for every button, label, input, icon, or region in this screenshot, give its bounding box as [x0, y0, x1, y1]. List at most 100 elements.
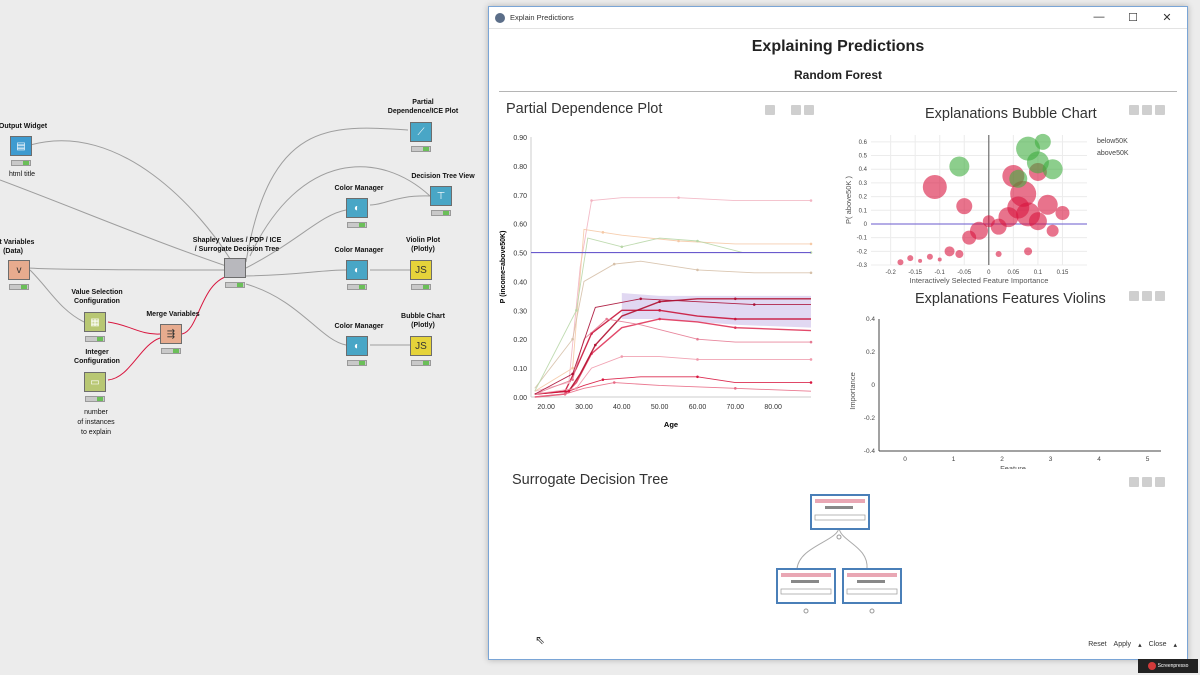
y-tick-label: 0.2: [859, 195, 868, 201]
ice-curve: [534, 376, 811, 395]
window-titlebar[interactable]: Explain Predictions — ☐ ✕: [489, 7, 1187, 29]
x-tick-label: 40.00: [613, 404, 631, 411]
javascript-icon: JS: [410, 336, 432, 356]
menu-icon[interactable]: [1155, 291, 1165, 301]
ice-point: [696, 239, 699, 243]
selection-icon[interactable]: [791, 105, 801, 115]
fullscreen-icon[interactable]: [1129, 105, 1139, 115]
bubble-above50K: [1042, 159, 1063, 180]
apply-dropdown-icon[interactable]: ▴: [1138, 642, 1142, 649]
ice-point: [601, 231, 605, 234]
ice-curve: [534, 197, 811, 392]
violin-chart[interactable]: -0.4 -0.2 0 0.2 0.4 0 1 2 3 4 5 Feature Importance: [841, 307, 1181, 469]
tree-node-right[interactable]: [842, 568, 902, 614]
menu-icon[interactable]: [804, 105, 814, 115]
y-tick-label: 0.40: [513, 279, 527, 286]
node-status-indicator: [347, 222, 367, 228]
divider: [499, 91, 1177, 92]
pdp-chart[interactable]: 0.00 0.10 0.20 0.30 0.40 0.50 0.60 0.70 0.80 0.90…: [493, 123, 823, 435]
y-tick-label: 0.60: [513, 222, 527, 229]
y-axis-label: P( above50K ): [844, 176, 853, 224]
bubble-below50K: [937, 257, 942, 262]
x-tick-label: 2: [1000, 456, 1004, 463]
node-status-indicator: [225, 282, 245, 288]
connection-lines: [0, 127, 431, 381]
pdp-panel-title: Partial Dependence Plot: [506, 101, 663, 117]
fullscreen-icon[interactable]: [765, 105, 775, 115]
color-manager-icon: ◐: [346, 260, 368, 280]
x-tick-label: 0.1: [1034, 270, 1043, 276]
x-tick-label: 4: [1097, 456, 1101, 463]
y-tick-label: -0.2: [864, 415, 876, 422]
selection-icon[interactable]: [1142, 477, 1152, 487]
node-status-indicator: [431, 210, 451, 216]
bubble-above50K: [1034, 133, 1051, 150]
node-status-indicator: [161, 348, 181, 354]
y-tick-label: 0.00: [513, 395, 527, 402]
reset-button[interactable]: Reset: [1088, 641, 1107, 648]
node-annotation: number of instances to explain: [77, 409, 115, 436]
x-tick-label: 5: [1146, 456, 1150, 463]
javascript-icon: JS: [410, 260, 432, 280]
menu-icon[interactable]: [1155, 105, 1165, 115]
selection-icon[interactable]: [1142, 291, 1152, 301]
screenpresso-watermark: Screenpresso: [1138, 659, 1198, 673]
ice-point: [571, 337, 574, 341]
ice-point: [809, 199, 813, 202]
y-tick-label: 0.5: [859, 154, 868, 160]
node-label: Value Selection Configuration: [71, 289, 123, 305]
bubble-below50K: [918, 258, 923, 263]
ice-curve: [534, 318, 811, 395]
ice-point: [809, 271, 813, 275]
ice-point: [696, 375, 699, 379]
x-tick-label: 0.15: [1057, 270, 1069, 276]
ice-point: [809, 242, 813, 246]
maximize-button[interactable]: ☐: [1128, 12, 1138, 24]
bubble-above50K: [949, 156, 970, 177]
ice-point: [696, 268, 699, 272]
integer-input-icon: ▭: [84, 372, 106, 392]
ice-curve: [534, 260, 811, 389]
tree-icon: ⊤: [430, 186, 452, 206]
output-widget-icon: ▤: [10, 136, 32, 156]
tree-node-left[interactable]: [776, 568, 836, 614]
fullscreen-icon[interactable]: [1129, 291, 1139, 301]
x-tick-label: -0.15: [908, 270, 922, 276]
fullscreen-icon[interactable]: [1129, 477, 1139, 487]
x-tick-label: 0: [987, 270, 991, 276]
node-status-indicator: [85, 396, 105, 402]
bubble-below50K: [970, 221, 988, 240]
close-button[interactable]: Close: [1148, 641, 1167, 648]
x-tick-label: 1: [952, 456, 956, 463]
node-label: Violin Plot (Plotly): [405, 237, 441, 253]
page-subtitle: Random Forest: [793, 68, 882, 82]
tree-node-root[interactable]: [810, 494, 870, 540]
y-tick-label: -0.2: [857, 249, 868, 255]
close-window-button[interactable]: ✕: [1162, 12, 1172, 24]
node-status-indicator: [347, 360, 367, 366]
x-tick-label: 20.00: [537, 404, 555, 411]
node-label: ect Variables (Data): [0, 239, 35, 255]
ice-point: [590, 199, 593, 202]
apply-button[interactable]: Apply: [1113, 641, 1132, 648]
window-title: Explain Predictions: [510, 13, 574, 22]
ice-point: [571, 366, 574, 370]
bubble-chart[interactable]: -0.2 -0.15 -0.1 -0.05 0 0.05 0.1 0.15 -0.3 -0.2 -0…: [841, 125, 1181, 285]
menu-icon[interactable]: [1155, 477, 1165, 487]
minimize-button[interactable]: —: [1093, 11, 1105, 23]
selection-icon[interactable]: [1142, 105, 1152, 115]
x-tick-label: 80.00: [764, 404, 782, 411]
screenpresso-logo-icon: [1147, 662, 1156, 670]
close-dropdown-icon[interactable]: ▴: [1173, 642, 1177, 649]
bubble-panel-toolbar: [1129, 105, 1165, 115]
x-tick-label: 30.00: [575, 404, 593, 411]
node-label: Merge Variables: [146, 311, 200, 318]
y-tick-label: 0.10: [513, 366, 527, 373]
ice-point: [575, 309, 578, 312]
ice-point: [809, 251, 813, 254]
decision-tree-diagram[interactable]: [769, 491, 909, 617]
y-tick-label: 0: [864, 222, 868, 228]
node-label: Color Manager: [334, 247, 384, 254]
node-status-indicator: [347, 284, 367, 290]
